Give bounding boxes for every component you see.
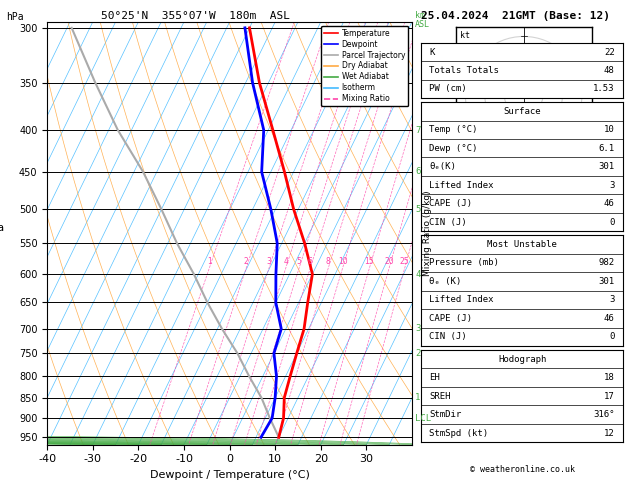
Text: Totals Totals: Totals Totals xyxy=(430,66,499,75)
Text: Lifted Index: Lifted Index xyxy=(430,181,494,190)
Text: 3: 3 xyxy=(610,181,615,190)
Text: 20: 20 xyxy=(384,257,394,266)
Text: Surface: Surface xyxy=(503,107,541,116)
Text: SREH: SREH xyxy=(430,392,451,400)
Text: Temp (°C): Temp (°C) xyxy=(430,125,478,134)
Text: 0: 0 xyxy=(610,332,615,341)
Text: 17: 17 xyxy=(604,392,615,400)
Text: 50°25'N  355°07'W  180m  ASL: 50°25'N 355°07'W 180m ASL xyxy=(101,11,290,21)
Text: 6.1: 6.1 xyxy=(599,144,615,153)
Text: 301: 301 xyxy=(599,162,615,171)
Text: 10: 10 xyxy=(604,125,615,134)
Text: Hodograph: Hodograph xyxy=(498,355,546,364)
Text: 15: 15 xyxy=(365,257,374,266)
Text: CAPE (J): CAPE (J) xyxy=(430,314,472,323)
Text: PW (cm): PW (cm) xyxy=(430,85,467,93)
Text: km: km xyxy=(415,11,425,20)
Text: 4: 4 xyxy=(415,270,421,278)
Text: © weatheronline.co.uk: © weatheronline.co.uk xyxy=(470,465,574,474)
Text: Lifted Index: Lifted Index xyxy=(430,295,494,304)
Text: θₑ(K): θₑ(K) xyxy=(430,162,457,171)
Text: 6: 6 xyxy=(308,257,313,266)
Text: 48: 48 xyxy=(604,66,615,75)
Text: 10: 10 xyxy=(338,257,347,266)
Legend: Temperature, Dewpoint, Parcel Trajectory, Dry Adiabat, Wet Adiabat, Isotherm, Mi: Temperature, Dewpoint, Parcel Trajectory… xyxy=(321,26,408,106)
Text: 12: 12 xyxy=(604,429,615,437)
Text: 2: 2 xyxy=(244,257,248,266)
Text: 301: 301 xyxy=(599,277,615,286)
Text: CAPE (J): CAPE (J) xyxy=(430,199,472,208)
Text: CIN (J): CIN (J) xyxy=(430,332,467,341)
Text: Most Unstable: Most Unstable xyxy=(487,240,557,249)
Text: 1: 1 xyxy=(207,257,212,266)
Text: 25.04.2024  21GMT (Base: 12): 25.04.2024 21GMT (Base: 12) xyxy=(421,11,610,21)
Text: 25: 25 xyxy=(400,257,409,266)
Text: θₑ (K): θₑ (K) xyxy=(430,277,462,286)
Text: 5: 5 xyxy=(415,205,421,214)
Text: 6: 6 xyxy=(415,167,421,176)
Text: 5: 5 xyxy=(297,257,301,266)
Text: 8: 8 xyxy=(326,257,331,266)
Text: 7: 7 xyxy=(415,125,421,135)
X-axis label: Dewpoint / Temperature (°C): Dewpoint / Temperature (°C) xyxy=(150,470,309,480)
Text: 46: 46 xyxy=(604,199,615,208)
Text: kt: kt xyxy=(460,31,470,40)
Text: 4: 4 xyxy=(283,257,288,266)
Text: Dewp (°C): Dewp (°C) xyxy=(430,144,478,153)
Text: ASL: ASL xyxy=(415,20,430,30)
Text: Mixing Ratio (g/kg): Mixing Ratio (g/kg) xyxy=(423,191,432,276)
Text: 22: 22 xyxy=(604,48,615,56)
Y-axis label: hPa: hPa xyxy=(0,223,4,233)
Text: 3: 3 xyxy=(267,257,271,266)
Text: 3: 3 xyxy=(415,324,421,333)
Text: 3: 3 xyxy=(610,295,615,304)
Text: CIN (J): CIN (J) xyxy=(430,218,467,226)
Text: K: K xyxy=(430,48,435,56)
Text: 1.53: 1.53 xyxy=(593,85,615,93)
Text: LCL: LCL xyxy=(415,414,431,423)
Text: 1: 1 xyxy=(415,393,421,402)
Text: 982: 982 xyxy=(599,259,615,267)
Text: StmDir: StmDir xyxy=(430,410,462,419)
Text: StmSpd (kt): StmSpd (kt) xyxy=(430,429,489,437)
Text: 2: 2 xyxy=(415,349,421,358)
Text: hPa: hPa xyxy=(6,12,24,22)
Text: 46: 46 xyxy=(604,314,615,323)
Text: 316°: 316° xyxy=(593,410,615,419)
Text: EH: EH xyxy=(430,373,440,382)
Text: Pressure (mb): Pressure (mb) xyxy=(430,259,499,267)
Text: 0: 0 xyxy=(610,218,615,226)
Text: 18: 18 xyxy=(604,373,615,382)
